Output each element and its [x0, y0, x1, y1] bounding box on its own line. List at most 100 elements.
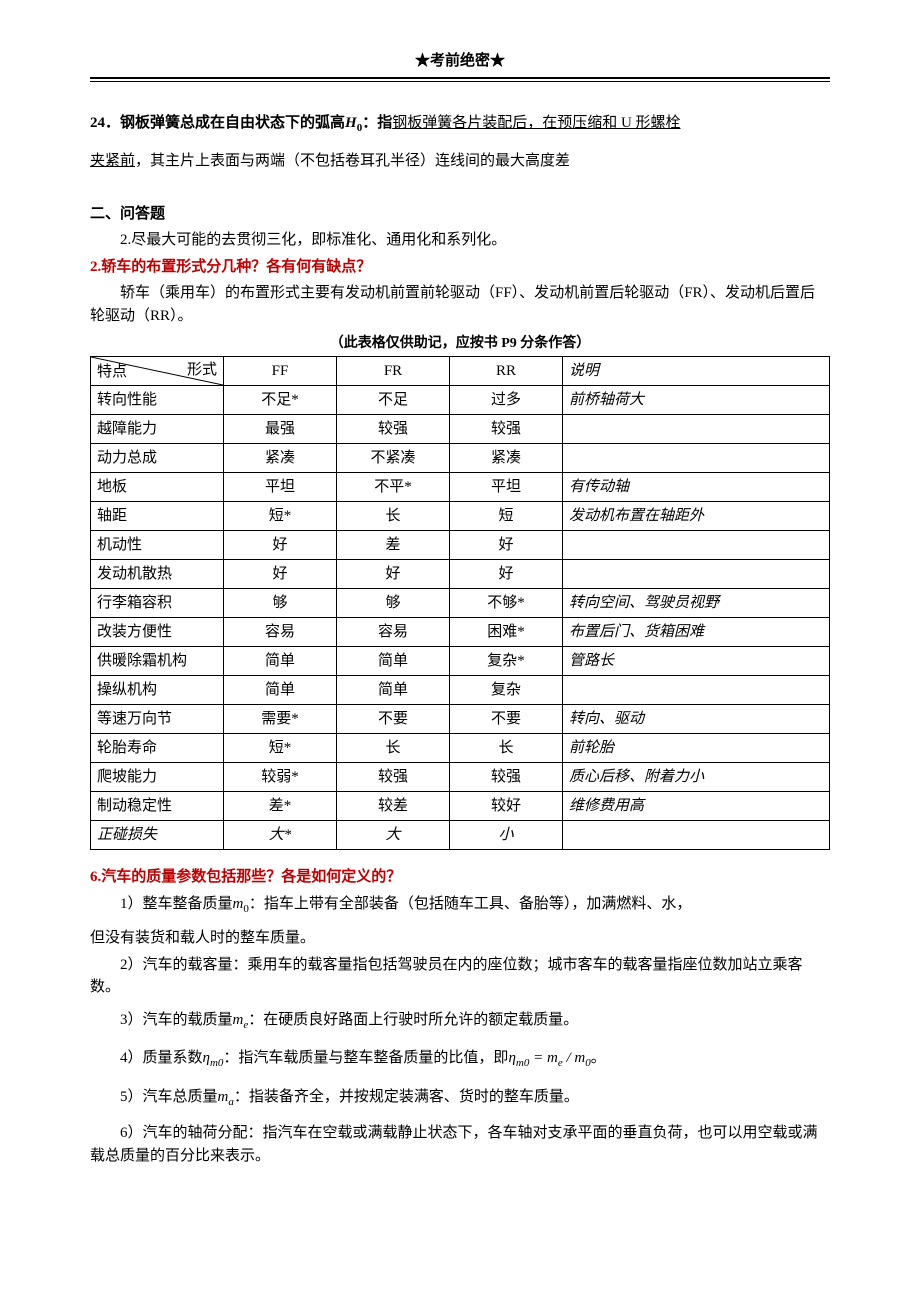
table-cell: 长 [337, 502, 450, 531]
table-cell: 差* [224, 792, 337, 821]
table-row: 机动性好差好 [91, 531, 830, 560]
q24-h0: H [345, 115, 357, 131]
table-cell: 地板 [91, 473, 224, 502]
table-row: 爬坡能力较弱*较强较强质心后移、附着力小 [91, 763, 830, 792]
q6-p1c: 但没有装货和载人时的整车质量。 [90, 927, 830, 950]
q6-p3: 3）汽车的载质量me：在硬质良好路面上行驶时所允许的额定载质量。 [90, 1009, 830, 1034]
table-cell: 布置后门、货箱困难 [563, 618, 830, 647]
table-cell: 短* [224, 734, 337, 763]
table-cell [563, 560, 830, 589]
table-row: 轮胎寿命短*长长前轮胎 [91, 734, 830, 763]
table-row: 正碰损失大*大小 [91, 821, 830, 850]
table-cell: 发动机散热 [91, 560, 224, 589]
header-fr: FR [337, 357, 450, 386]
table-cell: 小 [450, 821, 563, 850]
table-cell: 大 [337, 821, 450, 850]
table-cell: 制动稳定性 [91, 792, 224, 821]
q6-p4eq-etas: m0 [516, 1057, 529, 1069]
sec2-a: 2.尽最大可能的去贯彻三化，即标准化、通用化和系列化。 [90, 229, 830, 252]
q6-p2: 2）汽车的载客量：乘用车的载客量指包括驾驶员在内的座位数；城市客车的载客量指座位… [90, 954, 830, 999]
q6-p4eta: η [203, 1050, 210, 1066]
table-cell: 前轮胎 [563, 734, 830, 763]
table-cell: 容易 [224, 618, 337, 647]
table-cell: 长 [450, 734, 563, 763]
table-cell: 好 [450, 560, 563, 589]
q6-p3a: 3）汽车的载质量 [120, 1012, 233, 1028]
table-cell: 管路长 [563, 647, 830, 676]
table-cell: 需要* [224, 705, 337, 734]
table-cell: 机动性 [91, 531, 224, 560]
table-cell: 质心后移、附着力小 [563, 763, 830, 792]
q6-p5b: ：指装备齐全，并按规定装满客、货时的整车质量。 [234, 1089, 579, 1105]
table-cell: 短 [450, 502, 563, 531]
table-cell [563, 676, 830, 705]
table-row: 改装方便性容易容易困难*布置后门、货箱困难 [91, 618, 830, 647]
table-cell: 供暖除霜机构 [91, 647, 224, 676]
table-cell: 长 [337, 734, 450, 763]
q6-p1m: m [233, 896, 244, 912]
table-cell: 平坦 [224, 473, 337, 502]
table-cell: 较弱* [224, 763, 337, 792]
q6-p6: 6）汽车的轴荷分配：指汽车在空载或满载静止状态下，各车轴对支承平面的垂直负荷，也… [90, 1122, 830, 1167]
table-cell: 动力总成 [91, 444, 224, 473]
q6-p4eq-mid: = m [529, 1050, 557, 1066]
table-cell: 等速万向节 [91, 705, 224, 734]
q6-p4eq-eta: η [508, 1050, 515, 1066]
table-cell: 较差 [337, 792, 450, 821]
q24-ul1: 钢板弹簧各片装配后，在预压缩和 U 形螺栓 [392, 115, 680, 131]
table-cell: 轴距 [91, 502, 224, 531]
q24-line2: 夹紧前，其主片上表面与两端（不包括卷耳孔半径）连线间的最大高度差 [90, 150, 830, 173]
table-cell: 过多 [450, 386, 563, 415]
table-cell: 轮胎寿命 [91, 734, 224, 763]
table-cell: 复杂* [450, 647, 563, 676]
table-cell: 好 [337, 560, 450, 589]
q6-p3b: ：在硬质良好路面上行驶时所允许的额定载质量。 [248, 1012, 578, 1028]
q2-para: 轿车（乘用车）的布置形式主要有发动机前置前轮驱动（FF）、发动机前置后轮驱动（F… [90, 282, 830, 327]
header-rr: RR [450, 357, 563, 386]
table-cell [563, 531, 830, 560]
header-note: 说明 [563, 357, 830, 386]
table-cell: 不足 [337, 386, 450, 415]
q6-p4eq-div: / m [563, 1050, 586, 1066]
table-cell: 最强 [224, 415, 337, 444]
q24-ul2: 夹紧前 [90, 153, 135, 169]
table-cell: 发动机布置在轴距外 [563, 502, 830, 531]
table-cell: 有传动轴 [563, 473, 830, 502]
q6-title: 6.汽车的质量参数包括那些？各是如何定义的？ [90, 866, 830, 889]
q6-p5: 5）汽车总质量ma：指装备齐全，并按规定装满客、货时的整车质量。 [90, 1086, 830, 1111]
table-row: 操纵机构简单简单复杂 [91, 676, 830, 705]
q6-p4b: ：指汽车载质量与整车整备质量的比值，即 [223, 1050, 508, 1066]
q6-p4: 4）质量系数ηm0：指汽车载质量与整车整备质量的比值，即ηm0 = me / m… [90, 1047, 830, 1072]
table-row: 制动稳定性差*较差较好维修费用高 [91, 792, 830, 821]
layout-table: 特点 形式 FF FR RR 说明 转向性能不足*不足过多前桥轴荷大越障能力最强… [90, 356, 830, 850]
table-row: 转向性能不足*不足过多前桥轴荷大 [91, 386, 830, 415]
q2-title: 2.轿车的布置形式分几种？各有何有缺点？ [90, 256, 830, 279]
table-row: 供暖除霜机构简单简单复杂*管路长 [91, 647, 830, 676]
table-cell: 够 [224, 589, 337, 618]
table-cell: 不够* [450, 589, 563, 618]
q6-p1: 1）整车整备质量m0：指车上带有全部装备（包括随车工具、备胎等），加满燃料、水， [90, 893, 830, 918]
table-cell: 平坦 [450, 473, 563, 502]
table-cell: 好 [224, 560, 337, 589]
header-diag-cell: 特点 形式 [91, 357, 224, 386]
table-row: 轴距短*长短发动机布置在轴距外 [91, 502, 830, 531]
header-c1a: 特点 [97, 361, 127, 384]
table-cell: 大* [224, 821, 337, 850]
table-cell: 转向、驱动 [563, 705, 830, 734]
table-cell: 不足* [224, 386, 337, 415]
table-cell: 不紧凑 [337, 444, 450, 473]
table-cell: 较强 [450, 415, 563, 444]
table-row: 等速万向节需要*不要不要转向、驱动 [91, 705, 830, 734]
q6-p4end: 。 [591, 1050, 606, 1066]
q6-p4a: 4）质量系数 [120, 1050, 203, 1066]
table-cell: 爬坡能力 [91, 763, 224, 792]
header-ff: FF [224, 357, 337, 386]
q24-rest: ，其主片上表面与两端（不包括卷耳孔半径）连线间的最大高度差 [135, 153, 570, 169]
table-cell [563, 821, 830, 850]
table-row: 行李箱容积够够不够*转向空间、驾驶员视野 [91, 589, 830, 618]
header-rule-thin [90, 81, 830, 82]
table-cell [563, 444, 830, 473]
table-cell: 较强 [337, 763, 450, 792]
table-cell: 转向空间、驾驶员视野 [563, 589, 830, 618]
table-row: 越障能力最强较强较强 [91, 415, 830, 444]
